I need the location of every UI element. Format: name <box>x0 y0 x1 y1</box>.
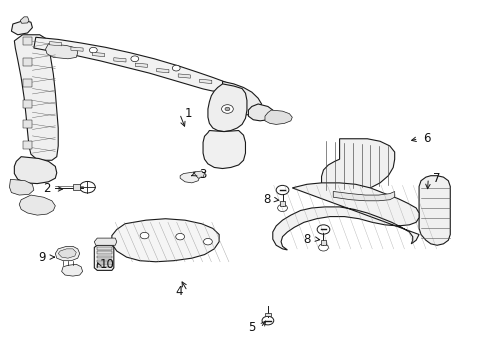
Text: 1: 1 <box>184 107 192 120</box>
Polygon shape <box>97 251 112 254</box>
Polygon shape <box>58 249 76 258</box>
Polygon shape <box>73 184 80 190</box>
Text: 7: 7 <box>432 172 440 185</box>
Circle shape <box>221 105 233 113</box>
Text: 8: 8 <box>303 233 310 246</box>
Polygon shape <box>279 201 285 206</box>
Polygon shape <box>34 37 227 91</box>
Polygon shape <box>14 157 57 184</box>
Polygon shape <box>71 47 83 51</box>
Polygon shape <box>112 219 219 262</box>
Polygon shape <box>97 264 112 267</box>
Circle shape <box>175 233 184 240</box>
Polygon shape <box>55 246 80 261</box>
Polygon shape <box>320 240 326 245</box>
Polygon shape <box>418 176 449 245</box>
Polygon shape <box>97 256 112 258</box>
Circle shape <box>277 204 287 212</box>
Polygon shape <box>199 79 211 84</box>
Polygon shape <box>207 84 246 132</box>
Polygon shape <box>135 63 147 67</box>
Polygon shape <box>180 172 199 183</box>
Polygon shape <box>97 260 112 262</box>
Polygon shape <box>9 179 34 195</box>
Text: 8: 8 <box>262 193 269 206</box>
Circle shape <box>203 238 212 245</box>
Circle shape <box>276 185 288 195</box>
Circle shape <box>131 56 139 62</box>
Polygon shape <box>14 35 58 160</box>
Polygon shape <box>203 131 245 168</box>
Polygon shape <box>22 121 32 129</box>
Polygon shape <box>321 139 394 193</box>
Polygon shape <box>20 17 29 23</box>
Polygon shape <box>94 238 117 245</box>
Circle shape <box>224 107 229 111</box>
Circle shape <box>318 244 328 251</box>
Polygon shape <box>92 52 104 57</box>
Polygon shape <box>332 192 394 201</box>
Polygon shape <box>264 110 292 125</box>
Polygon shape <box>19 195 55 215</box>
Polygon shape <box>97 247 112 249</box>
Polygon shape <box>22 58 32 66</box>
Text: 5: 5 <box>247 321 255 334</box>
Polygon shape <box>221 81 261 115</box>
Polygon shape <box>49 41 61 46</box>
Polygon shape <box>11 21 32 35</box>
Circle shape <box>89 47 97 53</box>
Polygon shape <box>22 37 32 45</box>
Polygon shape <box>114 58 126 62</box>
Circle shape <box>80 181 95 193</box>
Polygon shape <box>248 104 272 121</box>
Polygon shape <box>22 100 32 108</box>
Polygon shape <box>61 264 82 276</box>
Text: 2: 2 <box>43 183 51 195</box>
Circle shape <box>262 316 273 325</box>
Text: 9: 9 <box>39 251 46 264</box>
Polygon shape <box>193 171 204 178</box>
Polygon shape <box>94 245 114 270</box>
Circle shape <box>140 232 149 239</box>
Polygon shape <box>22 79 32 87</box>
Polygon shape <box>45 44 78 59</box>
Text: 4: 4 <box>175 285 182 298</box>
Text: 6: 6 <box>423 132 430 145</box>
Circle shape <box>172 65 180 71</box>
Polygon shape <box>272 183 418 250</box>
Polygon shape <box>265 314 270 316</box>
Circle shape <box>317 225 329 234</box>
Text: 10: 10 <box>100 258 114 271</box>
Text: 3: 3 <box>199 168 206 181</box>
Polygon shape <box>178 74 190 78</box>
Polygon shape <box>157 68 168 73</box>
Polygon shape <box>22 141 32 149</box>
